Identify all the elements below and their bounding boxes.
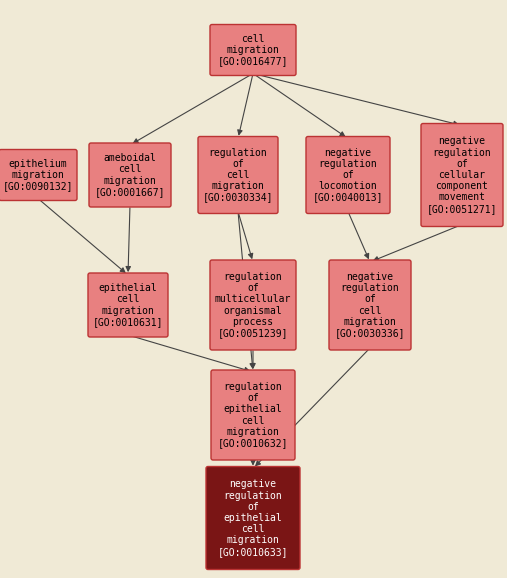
Text: negative
regulation
of
cellular
component
movement
[GO:0051271]: negative regulation of cellular componen… bbox=[427, 136, 497, 214]
Text: negative
regulation
of
cell
migration
[GO:0030336]: negative regulation of cell migration [G… bbox=[335, 272, 405, 338]
Text: ameboidal
cell
migration
[GO:0001667]: ameboidal cell migration [GO:0001667] bbox=[95, 153, 165, 197]
FancyBboxPatch shape bbox=[306, 136, 390, 213]
FancyBboxPatch shape bbox=[210, 24, 296, 76]
FancyBboxPatch shape bbox=[88, 273, 168, 337]
Text: negative
regulation
of
epithelial
cell
migration
[GO:0010633]: negative regulation of epithelial cell m… bbox=[218, 479, 288, 557]
FancyBboxPatch shape bbox=[89, 143, 171, 207]
FancyBboxPatch shape bbox=[211, 370, 295, 460]
Text: regulation
of
epithelial
cell
migration
[GO:0010632]: regulation of epithelial cell migration … bbox=[218, 382, 288, 448]
FancyBboxPatch shape bbox=[421, 124, 503, 227]
Text: epithelium
migration
[GO:0090132]: epithelium migration [GO:0090132] bbox=[3, 159, 73, 191]
FancyBboxPatch shape bbox=[198, 136, 278, 213]
FancyBboxPatch shape bbox=[210, 260, 296, 350]
Text: regulation
of
cell
migration
[GO:0030334]: regulation of cell migration [GO:0030334… bbox=[203, 147, 273, 202]
Text: cell
migration
[GO:0016477]: cell migration [GO:0016477] bbox=[218, 34, 288, 66]
FancyBboxPatch shape bbox=[0, 150, 77, 201]
FancyBboxPatch shape bbox=[206, 466, 300, 569]
FancyBboxPatch shape bbox=[329, 260, 411, 350]
Text: regulation
of
multicellular
organismal
process
[GO:0051239]: regulation of multicellular organismal p… bbox=[215, 272, 291, 338]
Text: epithelial
cell
migration
[GO:0010631]: epithelial cell migration [GO:0010631] bbox=[93, 283, 163, 327]
Text: negative
regulation
of
locomotion
[GO:0040013]: negative regulation of locomotion [GO:00… bbox=[313, 147, 383, 202]
